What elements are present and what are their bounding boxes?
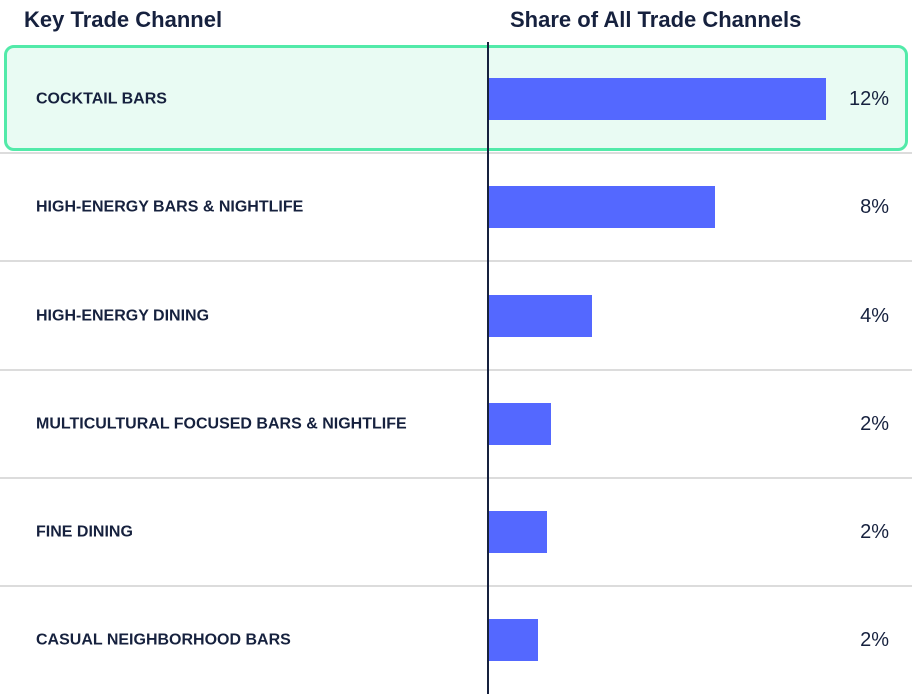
value-label: 2% [860,629,889,652]
category-label: CASUAL NEIGHBORHOOD BARS [36,631,291,649]
value-label: 4% [860,304,889,327]
bar [489,294,592,337]
category-label: HIGH-ENERGY DINING [36,307,210,324]
category-label: FINE DINING [36,523,133,541]
row-divider [0,476,912,479]
row-divider [0,152,912,155]
value-label: 8% [860,196,889,219]
value-label: 2% [860,412,889,435]
category-label: MULTICULTURAL FOCUSED BARS & NIGHTLIFE [36,415,407,433]
row-divider [0,368,912,371]
row-divider [0,585,912,587]
category-label: HIGH-ENERGY BARS & NIGHTLIFE [36,198,304,216]
column-header: Share of All Trade Channels [510,7,802,32]
bar [489,619,539,662]
bar [489,186,716,229]
row-divider [0,260,912,263]
bar [489,510,547,553]
bar [489,402,551,445]
baseline [487,42,489,694]
bar [489,78,826,121]
value-label: 12% [848,88,889,111]
value-label: 2% [860,520,889,543]
category-label: COCKTAIL BARS [36,90,167,108]
column-header: Key Trade Channel [24,7,223,32]
